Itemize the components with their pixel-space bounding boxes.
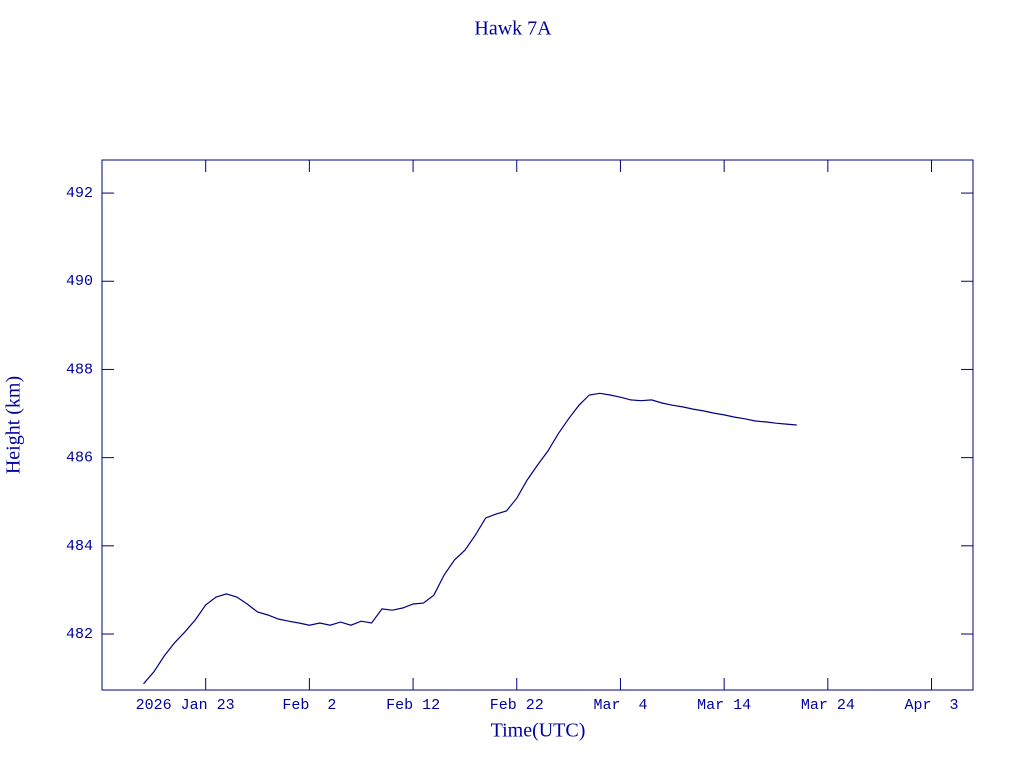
x-tick-label: Feb 2 (282, 697, 336, 714)
y-tick-label: 490 (66, 273, 93, 290)
x-tick-label: 2026 Jan 23 (136, 697, 235, 714)
plot-frame (101, 159, 974, 691)
x-axis-label: Time(UTC) (491, 720, 586, 742)
y-tick-label: 486 (66, 450, 93, 467)
chart-title: Hawk 7A (474, 18, 552, 40)
x-tick-label: Mar 24 (801, 697, 855, 714)
x-tick-label: Feb 12 (386, 697, 440, 714)
y-axis-label: Height (km) (3, 376, 25, 474)
y-tick-label: 484 (66, 538, 93, 555)
y-tick-label: 482 (66, 626, 93, 643)
x-tick-label: Mar 14 (697, 697, 751, 714)
x-tick-label: Feb 22 (490, 697, 544, 714)
x-tick-label: Apr 3 (905, 697, 959, 714)
y-tick-label: 492 (66, 185, 93, 202)
y-tick-label: 488 (66, 361, 93, 378)
data-line (143, 392, 797, 685)
x-tick-label: Mar 4 (593, 697, 647, 714)
